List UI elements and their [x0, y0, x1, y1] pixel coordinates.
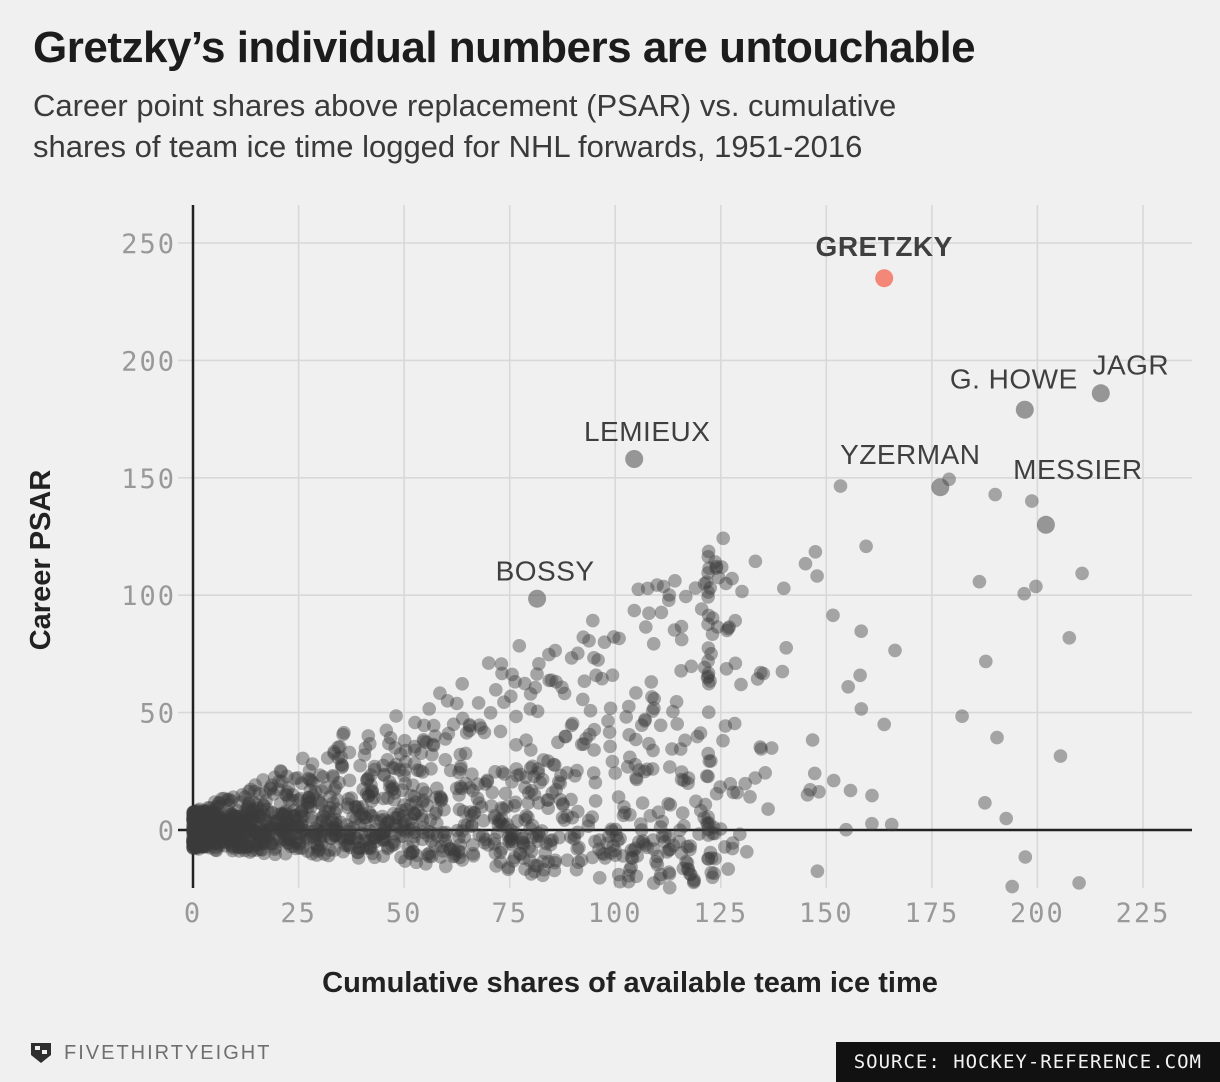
labeled-point-yzerman	[931, 478, 950, 497]
point-label-jagr: JAGR	[1092, 349, 1169, 380]
point-label-yzerman: YZERMAN	[840, 439, 980, 470]
source-box: SOURCE: HOCKEY-REFERENCE.COM	[835, 1042, 1220, 1082]
x-tick-label: 50	[386, 898, 423, 929]
scatter-points	[186, 472, 1089, 895]
x-tick-label: 200	[1010, 898, 1065, 929]
x-tick-label: 125	[693, 898, 748, 929]
point-label-bossy: BOSSY	[496, 556, 595, 587]
fivethirtyeight-logo-icon	[28, 1041, 54, 1065]
y-tick-label: 200	[121, 346, 176, 377]
chart-generated-layer: 0 25 50 75 100 125 150 175 200 225 0 50 100 150 200 250…	[121, 205, 1192, 929]
x-tick-label: 225	[1116, 898, 1171, 929]
y-tick-label: 100	[121, 581, 176, 612]
x-tick-label: 0	[184, 898, 202, 929]
point-label-g-howe: G. HOWE	[950, 364, 1078, 395]
chart-header: Gretzky’s individual numbers are untouch…	[33, 23, 1183, 168]
brand-text: FIVETHIRTYEIGHT	[64, 1041, 272, 1064]
y-tick-label: 50	[139, 699, 176, 730]
labeled-point-messier	[1036, 515, 1055, 534]
x-tick-label: 75	[491, 898, 528, 929]
point-label-lemieux: LEMIEUX	[584, 416, 710, 447]
labeled-point-jagr	[1091, 384, 1110, 403]
source-text: SOURCE: HOCKEY-REFERENCE.COM	[853, 1051, 1202, 1073]
chart-subtitle-line2: shares of team ice time logged for NHL f…	[33, 129, 863, 165]
y-tick-label: 150	[121, 464, 176, 495]
labeled-point-bossy	[528, 589, 547, 608]
y-tick-label: 250	[121, 229, 176, 260]
x-axis-title: Cumulative shares of available team ice …	[322, 967, 938, 999]
x-tick-label: 25	[280, 898, 317, 929]
point-label-messier: MESSIER	[1013, 454, 1143, 485]
labeled-point-g-howe	[1015, 400, 1034, 419]
brand: FIVETHIRTYEIGHT	[28, 1041, 271, 1065]
footer: FIVETHIRTYEIGHT SOURCE: HOCKEY-REFERENCE…	[0, 1020, 1220, 1082]
chart-subtitle-line1: Career point shares above replacement (P…	[33, 88, 897, 124]
labeled-point-gretzky	[875, 269, 894, 288]
y-axis-title: Career PSAR	[25, 470, 57, 651]
x-tick-label: 175	[905, 898, 960, 929]
point-label-gretzky: GRETZKY	[816, 231, 953, 262]
x-tick-label: 100	[588, 898, 643, 929]
labeled-point-lemieux	[625, 450, 644, 468]
y-tick-label: 0	[158, 816, 176, 847]
chart-title: Gretzky’s individual numbers are untouch…	[33, 23, 976, 72]
x-tick-label: 150	[799, 898, 854, 929]
